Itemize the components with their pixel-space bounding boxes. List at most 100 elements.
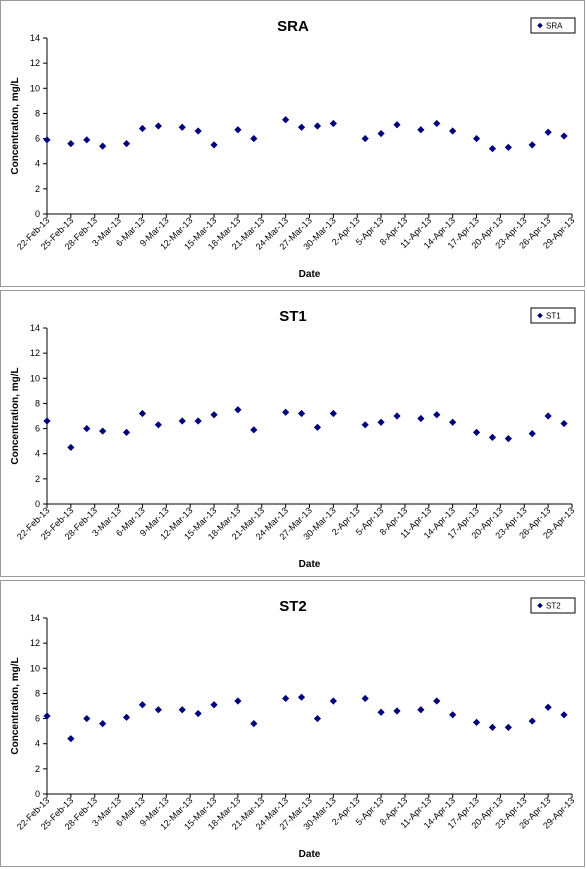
data-point	[472, 134, 481, 143]
data-point	[504, 143, 512, 151]
data-point	[154, 122, 162, 130]
y-tick-label: 10	[30, 373, 40, 383]
y-axis-label: Concentration, mg/L	[10, 657, 21, 754]
data-point	[178, 417, 186, 425]
data-point	[329, 697, 337, 705]
data-point	[83, 714, 91, 723]
chart-title: ST1	[279, 308, 307, 325]
data-point	[560, 711, 568, 719]
data-point	[417, 126, 425, 134]
y-tick-label: 6	[35, 424, 40, 434]
data-point	[210, 411, 218, 419]
data-point	[393, 707, 401, 715]
data-point	[297, 123, 306, 131]
data-point	[544, 412, 552, 420]
x-axis-label: Date	[299, 849, 321, 860]
data-point	[361, 134, 369, 143]
chart-title: SRA	[277, 18, 309, 35]
data-point	[449, 711, 457, 719]
data-point	[43, 136, 51, 144]
data-point	[43, 712, 51, 720]
data-point	[297, 693, 306, 701]
data-point	[138, 409, 147, 418]
data-point	[83, 424, 91, 433]
y-tick-label: 6	[35, 134, 40, 144]
data-point	[234, 126, 242, 134]
data-point	[122, 713, 131, 721]
data-point	[488, 723, 497, 731]
y-tick-label: 8	[35, 688, 40, 698]
data-point	[417, 706, 425, 714]
data-point	[377, 418, 385, 426]
data-point	[282, 116, 290, 124]
data-point	[99, 427, 107, 435]
data-point	[67, 735, 75, 743]
chart-title: ST2	[279, 598, 307, 615]
data-point	[297, 409, 306, 418]
data-point	[472, 718, 481, 726]
legend-label: SRA	[546, 22, 563, 31]
data-point	[377, 129, 385, 138]
data-point	[504, 435, 512, 443]
data-point	[504, 723, 512, 731]
legend: ST1	[530, 307, 576, 324]
y-tick-label: 4	[35, 449, 40, 459]
data-point	[122, 428, 131, 436]
y-axis-label: Concentration, mg/L	[10, 77, 21, 174]
y-tick-label: 14	[30, 33, 40, 43]
y-tick-label: 12	[30, 348, 40, 358]
legend-marker	[537, 602, 543, 609]
data-point	[138, 701, 147, 709]
data-point	[194, 127, 202, 135]
legend: SRA	[530, 17, 576, 34]
data-point	[178, 706, 186, 714]
data-point	[393, 121, 401, 129]
data-point	[194, 417, 202, 425]
data-point	[329, 119, 337, 128]
data-point	[313, 714, 322, 723]
data-point	[313, 122, 322, 130]
data-point	[528, 717, 536, 725]
data-point	[361, 421, 369, 429]
data-point	[361, 694, 369, 703]
data-point	[488, 433, 497, 441]
data-point	[99, 720, 107, 728]
y-tick-label: 0	[35, 789, 40, 799]
data-point	[433, 411, 441, 419]
data-point	[433, 119, 441, 128]
chart-panel-st1: ST1 Concentration, mg/L 0 2 4 6 8 10 12 14 22-Feb-…	[0, 290, 585, 577]
legend: ST2	[530, 597, 576, 614]
data-point	[488, 145, 497, 153]
y-tick-label: 8	[35, 398, 40, 408]
legend-box	[530, 307, 576, 324]
data-point	[83, 136, 91, 144]
legend-label: ST2	[546, 602, 561, 611]
data-point	[250, 720, 258, 728]
y-tick-label: 12	[30, 58, 40, 68]
legend-marker	[537, 22, 543, 29]
legend-box	[530, 597, 576, 614]
legend-box	[530, 17, 576, 34]
y-tick-label: 2	[35, 184, 40, 194]
data-point	[154, 706, 162, 714]
y-tick-label: 14	[30, 323, 40, 333]
data-point	[544, 128, 552, 136]
data-point	[210, 701, 218, 709]
data-point	[67, 443, 75, 452]
chart-panel-sra: SRA Concentration, mg/L 0 2 4 6 8 10 12 14 22-Feb-…	[0, 0, 585, 287]
y-tick-label: 2	[35, 474, 40, 484]
y-tick-label: 14	[30, 613, 40, 623]
data-point	[329, 409, 337, 418]
data-point	[154, 421, 162, 429]
y-tick-label: 4	[35, 739, 40, 749]
data-point	[138, 124, 147, 133]
data-point	[282, 694, 290, 703]
data-point	[43, 417, 51, 425]
data-point	[377, 708, 385, 716]
legend-marker	[537, 312, 543, 319]
y-tick-label: 8	[35, 108, 40, 118]
y-tick-label: 0	[35, 499, 40, 509]
x-axis-label: Date	[299, 269, 321, 280]
